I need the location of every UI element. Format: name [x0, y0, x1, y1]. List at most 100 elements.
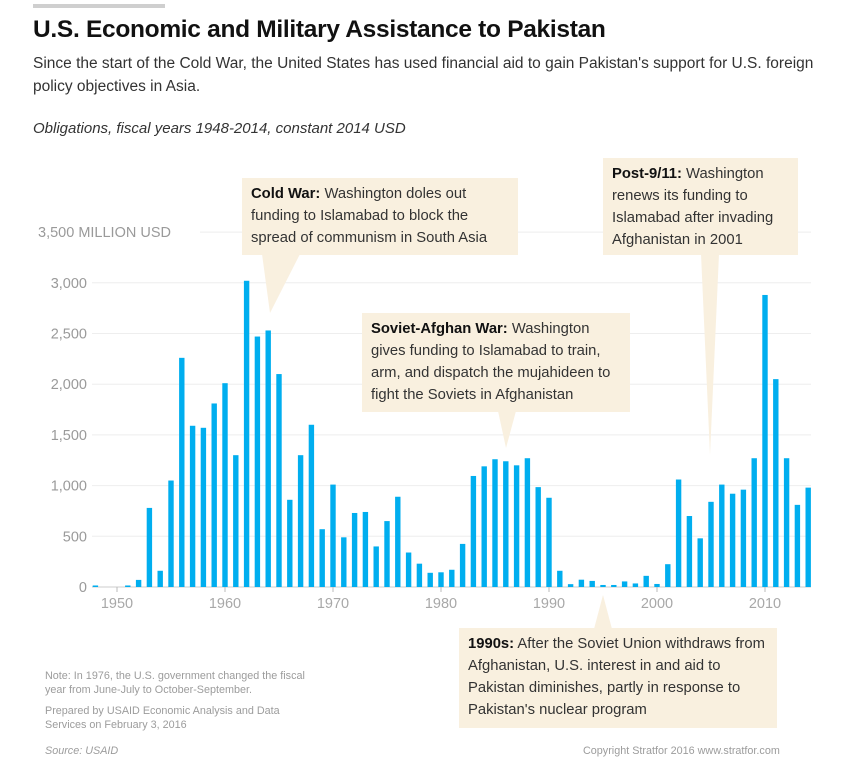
- bar-1968: [308, 424, 315, 587]
- bar-1967: [297, 455, 304, 587]
- y-axis-ticks: 0 500 1,000 1,500 2,000 2,500 3,000 3,500 MILLI…: [38, 225, 171, 596]
- x-tick-label: 1950: [101, 596, 133, 612]
- bar-1984: [481, 466, 487, 587]
- bar-1956: [179, 357, 185, 587]
- bar-2004: [697, 538, 703, 587]
- bar-1992: [567, 584, 574, 587]
- bar-2006: [719, 484, 725, 587]
- bar-1982: [459, 543, 466, 587]
- bar-2002: [675, 479, 682, 587]
- bar-1993: [578, 579, 585, 587]
- y-tick-label: 1,500: [51, 428, 87, 444]
- bar-1970: [330, 484, 336, 587]
- bar-1986: [503, 461, 509, 587]
- units-note: Obligations, fiscal years 1948-2014, con…: [33, 120, 406, 137]
- y-tick-label: 1,000: [51, 479, 87, 495]
- callout-cold-war: Cold War: Washington doles out funding t…: [242, 178, 518, 255]
- callout-soviet-afghan: Soviet-Afghan War: Washington gives fund…: [362, 313, 630, 412]
- x-tick-label: 1970: [317, 596, 349, 612]
- bar-1962: [243, 280, 250, 587]
- bars: [92, 280, 811, 587]
- bar-1966: [287, 499, 293, 587]
- callout-cold-war-label: Cold War:: [251, 186, 321, 202]
- x-tick-label: 1960: [209, 596, 241, 612]
- bar-1963: [254, 336, 261, 587]
- x-tick-label: 1980: [425, 596, 457, 612]
- chart-subtitle: Since the start of the Cold War, the Uni…: [33, 55, 814, 95]
- bar-1975: [384, 521, 390, 587]
- bar-1965: [276, 374, 282, 587]
- copyright-label: Copyright Stratfor 2016 www.stratfor.com: [583, 745, 780, 757]
- bar-1998: [632, 583, 639, 587]
- bar-2005: [708, 501, 714, 587]
- bar-1991: [557, 570, 563, 587]
- callout-post-911-text: Washington renews its funding to Islamab…: [612, 166, 774, 248]
- bar-2001: [665, 564, 671, 587]
- bar-1961: [233, 455, 239, 587]
- callout-pointers: [262, 254, 719, 629]
- x-tick-label: 1990: [533, 596, 565, 612]
- bar-1948: [92, 585, 99, 587]
- bar-2013: [794, 504, 801, 587]
- bar-2012: [783, 458, 790, 587]
- bar-2007: [729, 493, 736, 587]
- bar-1999: [643, 575, 649, 587]
- callout-soviet-afghan-text: Washington gives funding to Islamabad to…: [371, 321, 611, 403]
- bar-2000: [654, 583, 660, 587]
- bar-1983: [470, 475, 477, 587]
- bar-1957: [189, 425, 196, 587]
- y-tick-label: 0: [79, 580, 87, 596]
- x-tick-label: 2010: [749, 596, 781, 612]
- bar-1997: [621, 581, 628, 587]
- bar-2014: [805, 487, 811, 587]
- callout-1990s: 1990s: After the Soviet Union withdraws …: [459, 628, 777, 728]
- y-tick-label: 500: [63, 529, 87, 545]
- bar-1953: [146, 507, 153, 587]
- bar-1987: [513, 465, 520, 587]
- bar-1974: [373, 546, 379, 587]
- prepared-by-note: Prepared by USAID Economic Analysis and …: [45, 705, 280, 731]
- x-tick-label: 2000: [641, 596, 673, 612]
- bar-1995: [600, 584, 606, 587]
- y-tick-label: 3,500 MILLION USD: [38, 225, 171, 241]
- bar-1951: [125, 585, 131, 587]
- callout-post-911-label: Post-9/11:: [612, 166, 682, 182]
- bar-1969: [319, 529, 325, 587]
- y-tick-label: 2,000: [51, 377, 87, 393]
- bar-1972: [351, 512, 358, 587]
- callout-soviet-afghan-pointer: [498, 411, 516, 448]
- callout-cold-war-text: Washington doles out funding to Islamaba…: [251, 186, 488, 246]
- bar-1960: [222, 383, 228, 587]
- bar-1952: [135, 579, 142, 587]
- callout-cold-war-pointer: [262, 254, 300, 313]
- chart-title: U.S. Economic and Military Assistance to…: [33, 16, 606, 43]
- callout-1990s-pointer: [594, 595, 612, 629]
- x-axis: 1950 1960 1970 1980 1990 2000 2010: [101, 587, 781, 612]
- bar-1981: [449, 569, 455, 587]
- bar-1994: [589, 580, 595, 587]
- bar-1959: [211, 403, 217, 587]
- footnote: Note: In 1976, the U.S. government chang…: [45, 670, 305, 696]
- callout-post-911-pointer: [701, 254, 719, 455]
- bar-1955: [168, 480, 174, 587]
- bar-1971: [341, 537, 347, 587]
- bar-2009: [751, 458, 757, 587]
- bar-1958: [200, 427, 207, 587]
- callout-1990s-text: After the Soviet Union withdraws from Af…: [468, 636, 765, 718]
- bar-1973: [362, 511, 369, 587]
- bar-2010: [762, 294, 768, 587]
- bar-2003: [686, 516, 693, 587]
- callout-post-911: Post-9/11: Washington renews its funding…: [603, 158, 798, 255]
- y-tick-label: 2,500: [51, 327, 87, 343]
- bar-1976: [395, 496, 401, 587]
- bar-1990: [546, 497, 552, 587]
- bar-1985: [492, 459, 498, 587]
- bar-1978: [416, 563, 423, 587]
- top-accent-rule: [33, 4, 165, 8]
- callout-soviet-afghan-label: Soviet-Afghan War:: [371, 321, 508, 337]
- bar-1988: [524, 458, 531, 587]
- bar-1954: [157, 570, 163, 587]
- bar-1980: [438, 572, 444, 587]
- bar-2011: [773, 379, 779, 587]
- bar-1964: [265, 330, 271, 587]
